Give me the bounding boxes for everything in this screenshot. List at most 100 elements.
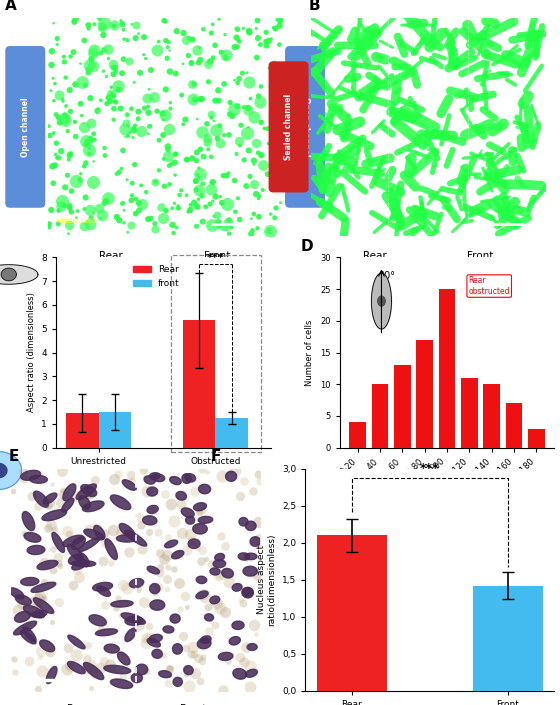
Point — [76, 168, 85, 179]
Point — [188, 153, 197, 164]
Point — [243, 127, 252, 138]
Polygon shape — [40, 640, 55, 651]
Point — [197, 503, 206, 515]
Polygon shape — [125, 616, 143, 625]
Text: Rear: Rear — [362, 252, 386, 262]
Point — [153, 527, 162, 538]
Point — [33, 501, 42, 512]
Point — [104, 192, 113, 204]
Point — [11, 666, 20, 678]
Point — [264, 226, 273, 238]
Point — [86, 204, 95, 216]
Polygon shape — [184, 666, 193, 675]
Point — [90, 134, 99, 145]
Point — [230, 175, 239, 186]
Point — [80, 35, 88, 46]
Point — [58, 95, 67, 106]
Point — [71, 548, 80, 559]
Point — [71, 79, 80, 90]
Point — [211, 191, 220, 202]
Point — [161, 205, 170, 216]
Polygon shape — [188, 539, 200, 548]
Point — [62, 663, 71, 675]
Point — [83, 663, 92, 674]
Point — [192, 176, 200, 187]
Point — [48, 617, 57, 628]
Polygon shape — [147, 505, 158, 513]
Point — [245, 27, 254, 38]
Point — [59, 113, 68, 124]
Point — [179, 59, 188, 70]
Point — [164, 123, 173, 135]
Point — [155, 548, 164, 559]
Point — [164, 141, 172, 152]
Point — [250, 619, 259, 630]
Point — [81, 157, 90, 168]
Point — [208, 176, 217, 188]
Point — [102, 195, 111, 207]
Point — [161, 35, 170, 46]
Polygon shape — [131, 673, 142, 682]
Point — [251, 23, 260, 34]
Point — [251, 137, 260, 149]
Text: Rear: Rear — [67, 704, 90, 705]
Point — [185, 529, 194, 540]
Point — [84, 524, 93, 535]
Polygon shape — [125, 530, 147, 546]
Polygon shape — [204, 614, 213, 621]
Polygon shape — [222, 568, 234, 578]
Point — [218, 684, 227, 695]
Point — [97, 23, 106, 35]
Point — [90, 668, 99, 680]
Point — [253, 569, 262, 580]
Point — [189, 199, 198, 210]
Bar — [416, 340, 433, 448]
Point — [51, 149, 60, 160]
Point — [207, 27, 216, 39]
Point — [207, 109, 216, 120]
Point — [137, 520, 146, 531]
Polygon shape — [150, 584, 160, 594]
Point — [106, 557, 115, 568]
Point — [65, 149, 74, 161]
Point — [119, 24, 128, 35]
Polygon shape — [15, 595, 31, 605]
Point — [87, 212, 96, 223]
Point — [164, 677, 173, 688]
Point — [163, 532, 172, 543]
Point — [269, 64, 278, 75]
Point — [121, 131, 130, 142]
Point — [202, 133, 211, 144]
Point — [142, 637, 151, 649]
Point — [102, 98, 111, 109]
Point — [170, 197, 179, 209]
Point — [120, 204, 129, 216]
Point — [127, 475, 136, 486]
Point — [122, 118, 130, 129]
Point — [44, 221, 53, 233]
Point — [115, 526, 124, 537]
Point — [64, 661, 73, 672]
Point — [225, 129, 234, 140]
Point — [194, 194, 203, 205]
Polygon shape — [233, 668, 246, 679]
Point — [43, 522, 52, 534]
Point — [231, 206, 240, 217]
Polygon shape — [67, 544, 83, 562]
Polygon shape — [22, 512, 35, 531]
Point — [247, 213, 256, 224]
Point — [91, 474, 100, 486]
Polygon shape — [243, 566, 258, 576]
Polygon shape — [72, 560, 96, 567]
Point — [54, 205, 63, 216]
Point — [95, 12, 104, 23]
Point — [203, 466, 212, 477]
Point — [166, 498, 175, 509]
Point — [129, 123, 138, 134]
Point — [140, 596, 149, 608]
Polygon shape — [104, 666, 130, 674]
FancyBboxPatch shape — [5, 46, 45, 208]
Point — [81, 80, 90, 91]
Point — [57, 195, 66, 207]
Point — [85, 143, 94, 154]
